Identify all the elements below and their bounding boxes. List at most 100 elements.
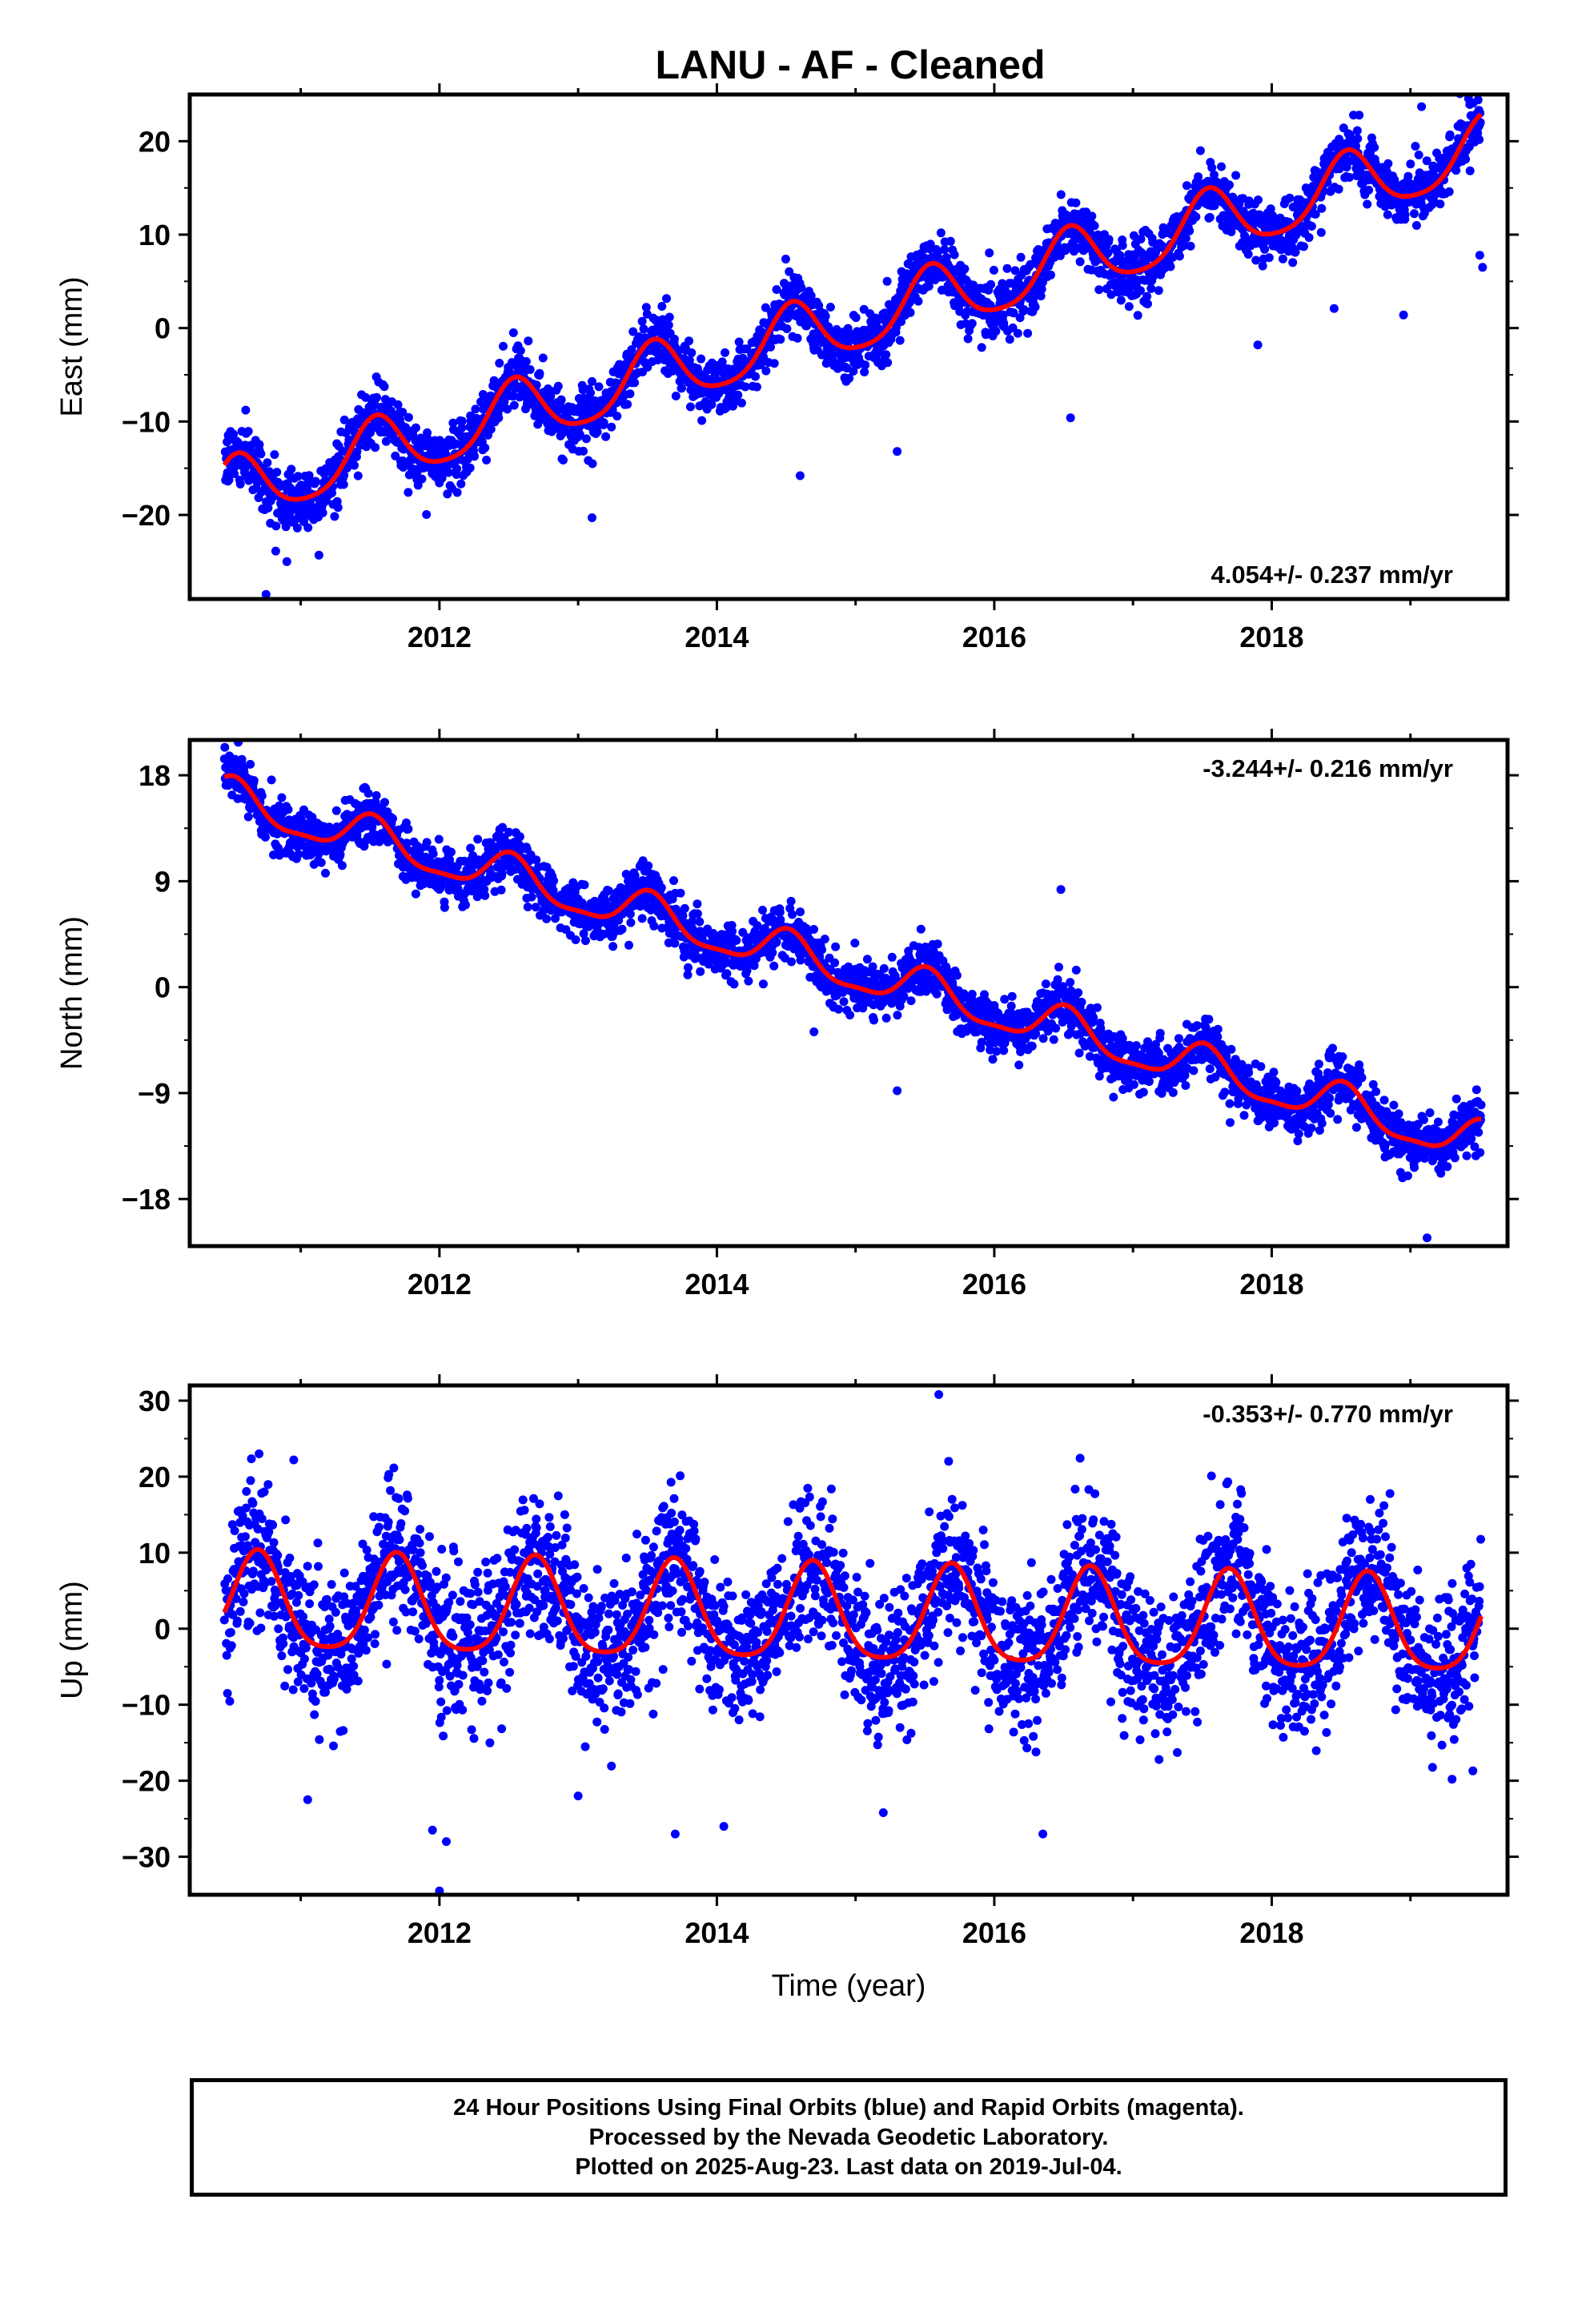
data-point	[1016, 252, 1026, 262]
data-point	[1195, 146, 1205, 155]
data-point	[860, 368, 869, 376]
data-point	[1364, 185, 1374, 195]
data-point	[1422, 156, 1431, 166]
data-point	[1129, 231, 1138, 240]
data-point	[921, 943, 930, 951]
data-point	[1186, 241, 1195, 251]
data-point	[607, 422, 616, 432]
data-point	[788, 910, 797, 919]
data-point	[404, 412, 413, 422]
data-point	[831, 942, 841, 951]
data-point	[1461, 155, 1471, 164]
data-point	[656, 883, 666, 892]
data-point	[1475, 135, 1484, 144]
data-point	[845, 1011, 855, 1019]
data-point	[1002, 263, 1012, 273]
data-point	[1185, 226, 1195, 235]
data-point	[271, 521, 281, 531]
data-point	[1390, 175, 1399, 184]
data-point	[1136, 235, 1146, 243]
data-point	[277, 793, 287, 802]
chart-title: LANU - AF - Cleaned	[655, 42, 1045, 87]
data-point	[697, 416, 707, 425]
data-point	[371, 798, 380, 806]
data-point	[486, 424, 496, 434]
data-point	[482, 456, 492, 464]
data-point	[1345, 130, 1355, 139]
data-point	[495, 359, 504, 368]
data-point	[950, 250, 959, 259]
data-point	[237, 754, 247, 764]
data-point	[687, 348, 697, 357]
data-point	[1478, 263, 1488, 272]
data-point	[497, 869, 507, 878]
data-point	[781, 255, 790, 263]
data-point	[1005, 335, 1014, 344]
data-point	[639, 324, 648, 334]
data-point	[516, 346, 525, 356]
data-point	[850, 939, 860, 948]
data-point	[1471, 74, 1480, 83]
data-point	[641, 303, 651, 312]
data-point	[1136, 286, 1145, 296]
y-tick-label: 0	[155, 312, 171, 345]
data-point	[379, 382, 389, 392]
data-point	[1103, 248, 1113, 258]
data-point	[758, 979, 768, 989]
data-point	[1036, 292, 1046, 301]
data-point	[933, 247, 942, 257]
data-point	[1406, 159, 1415, 169]
data-point	[1191, 212, 1201, 222]
data-point	[630, 378, 640, 388]
data-point	[693, 909, 702, 919]
data-point	[676, 888, 685, 898]
data-point	[393, 400, 403, 409]
data-point	[768, 948, 777, 958]
data-point	[453, 884, 463, 894]
data-point	[473, 834, 483, 844]
data-point	[695, 917, 705, 927]
data-point	[243, 427, 253, 436]
data-point	[538, 353, 548, 363]
data-point	[229, 429, 239, 439]
data-point	[267, 775, 276, 785]
data-point	[1037, 284, 1046, 294]
data-point	[664, 320, 673, 330]
data-point	[311, 476, 320, 486]
data-point	[817, 945, 826, 955]
data-point	[936, 228, 946, 238]
data-point	[669, 876, 678, 886]
data-point	[588, 459, 597, 468]
data-point	[1019, 305, 1029, 314]
data-point	[413, 480, 423, 490]
data-point	[893, 447, 902, 456]
data-point	[796, 907, 805, 917]
data-point	[1410, 209, 1419, 219]
data-point	[906, 996, 916, 1006]
data-point	[988, 1055, 998, 1064]
data-point	[637, 914, 647, 923]
data-point	[371, 443, 380, 452]
data-point	[1278, 254, 1287, 263]
data-point	[499, 341, 508, 351]
data-point	[1329, 304, 1339, 313]
data-point	[1130, 252, 1139, 262]
data-point	[350, 460, 359, 470]
data-point	[960, 264, 970, 274]
data-point	[417, 474, 427, 484]
data-point	[741, 382, 750, 392]
data-point	[905, 308, 915, 317]
data-point	[261, 832, 270, 842]
data-point	[913, 296, 923, 306]
data-point	[470, 452, 479, 461]
data-point	[793, 333, 802, 343]
data-point	[508, 392, 518, 401]
data-point	[916, 924, 926, 934]
data-point	[599, 418, 608, 428]
data-point	[697, 354, 706, 364]
data-point	[1399, 310, 1408, 320]
data-point	[1146, 283, 1156, 293]
data-point	[1010, 266, 1020, 275]
data-point	[833, 1004, 843, 1014]
data-point	[626, 918, 636, 927]
